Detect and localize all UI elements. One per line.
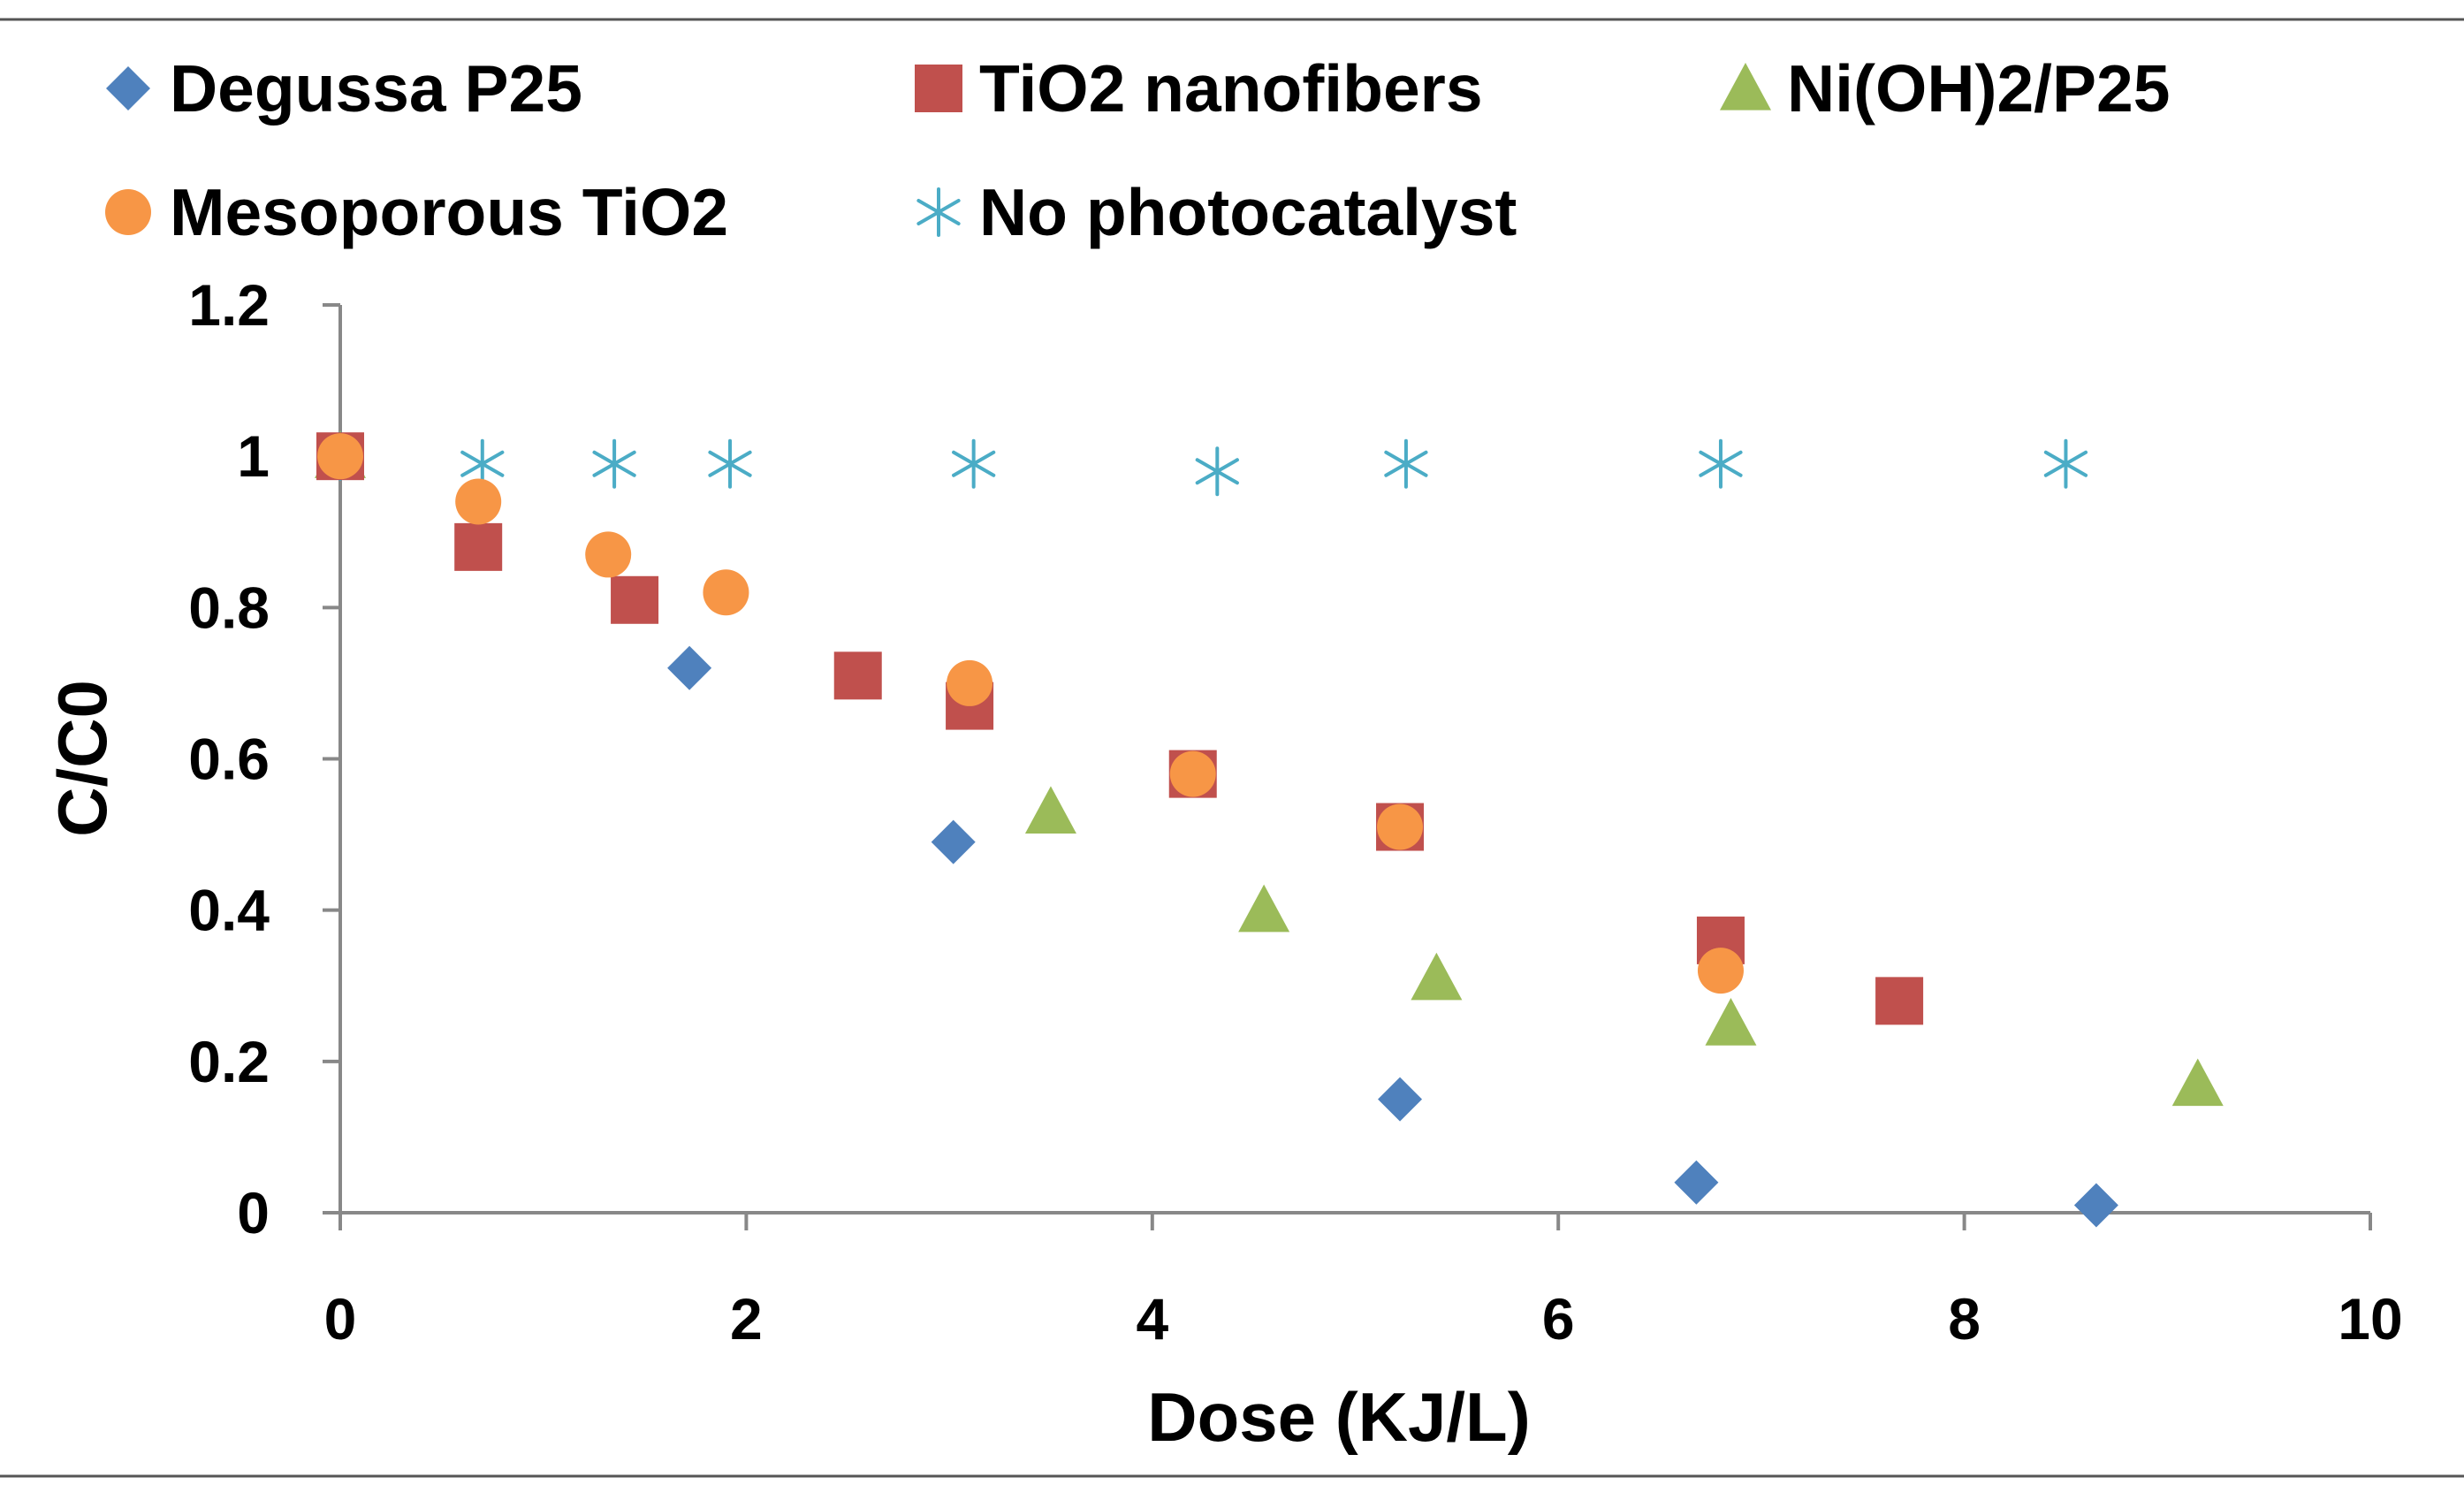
data-point [667,645,712,690]
legend-item-mesoporous-tio2: Mesoporous TiO2 [105,175,728,249]
data-point [455,478,502,525]
data-point [592,438,636,489]
data-point [1195,446,1239,497]
data-point [1411,952,1463,1001]
y-tick-label: 0.8 [188,575,270,640]
legend-item-degussa-p25: Degussa P25 [106,51,582,126]
data-point [952,438,996,489]
y-axis-ticks: 0 0.2 0.4 0.6 0.8 1 1.2 [188,272,340,1245]
legend-marker-shape [106,66,150,110]
data-point [703,569,749,616]
series-ni-oh-2-p25 [315,430,2224,1107]
data-point [585,531,632,578]
y-axis-title: C/C0 [43,680,121,837]
x-axis-title: Dose (KJ/L) [1147,1378,1530,1456]
legend-marker-shape [916,187,961,237]
data-point [947,659,993,706]
series-no-photocatalyst [318,431,2088,497]
legend-label: Degussa P25 [170,51,582,126]
data-point [1238,884,1290,933]
data-point [1024,786,1076,834]
legend-label: No photocatalyst [979,175,1517,249]
data-point [1384,438,1428,489]
y-tick-label: 0.4 [188,878,270,943]
legend-label: TiO2 nanofibers [979,51,1483,126]
y-tick-label: 0.6 [188,727,270,792]
data-point [611,575,659,624]
series-tio2-nanofibers [316,432,1924,1025]
series-mesoporous-tio2 [317,433,1744,994]
legend-marker-circle [105,189,151,235]
data-point [1169,750,1216,797]
legend-item-tio2-nanofibers: TiO2 nanofibers [915,51,1483,126]
x-tick-label: 4 [1136,1286,1168,1352]
x-tick-label: 2 [730,1286,763,1352]
plot-area [315,430,2224,1228]
data-point [1697,948,1744,994]
legend-item-no-photocatalyst: No photocatalyst [916,175,1517,249]
x-tick-label: 0 [324,1286,357,1352]
x-axis-ticks: 0 2 4 6 8 10 [324,1213,2403,1352]
legend-marker-diamond [106,66,150,110]
data-point [708,438,752,489]
y-tick-label: 1.2 [188,272,270,338]
legend-marker-square [915,65,962,112]
data-point [1674,1160,1719,1205]
legend-label: Mesoporous TiO2 [170,175,728,249]
data-point [1378,1077,1423,1122]
data-point [1705,998,1757,1046]
data-point [2043,438,2088,489]
data-point [1699,438,1743,489]
legend: Degussa P25 TiO2 nanofibers Ni(OH)2/P25 … [105,51,2170,249]
data-point [833,651,882,700]
legend-marker-shape [1720,63,1771,110]
data-point [2073,1183,2118,1228]
legend-marker-shape [915,65,962,112]
legend-marker-asterisk [916,187,961,237]
x-tick-label: 10 [2338,1286,2402,1352]
data-point [1875,977,1924,1025]
data-point [1377,803,1424,850]
y-tick-label: 1 [237,423,270,489]
legend-label: Ni(OH)2/P25 [1787,51,2170,126]
data-point [931,819,976,864]
y-tick-label: 0.2 [188,1029,270,1094]
legend-marker-shape [105,189,151,235]
y-tick-label: 0 [237,1180,270,1245]
legend-marker-triangle [1720,63,1771,110]
data-point [454,522,503,571]
x-tick-label: 8 [1948,1286,1981,1352]
x-tick-label: 6 [1542,1286,1575,1352]
legend-item-nioh2-p25: Ni(OH)2/P25 [1720,51,2170,126]
data-point [317,433,363,480]
data-point [2171,1058,2224,1107]
